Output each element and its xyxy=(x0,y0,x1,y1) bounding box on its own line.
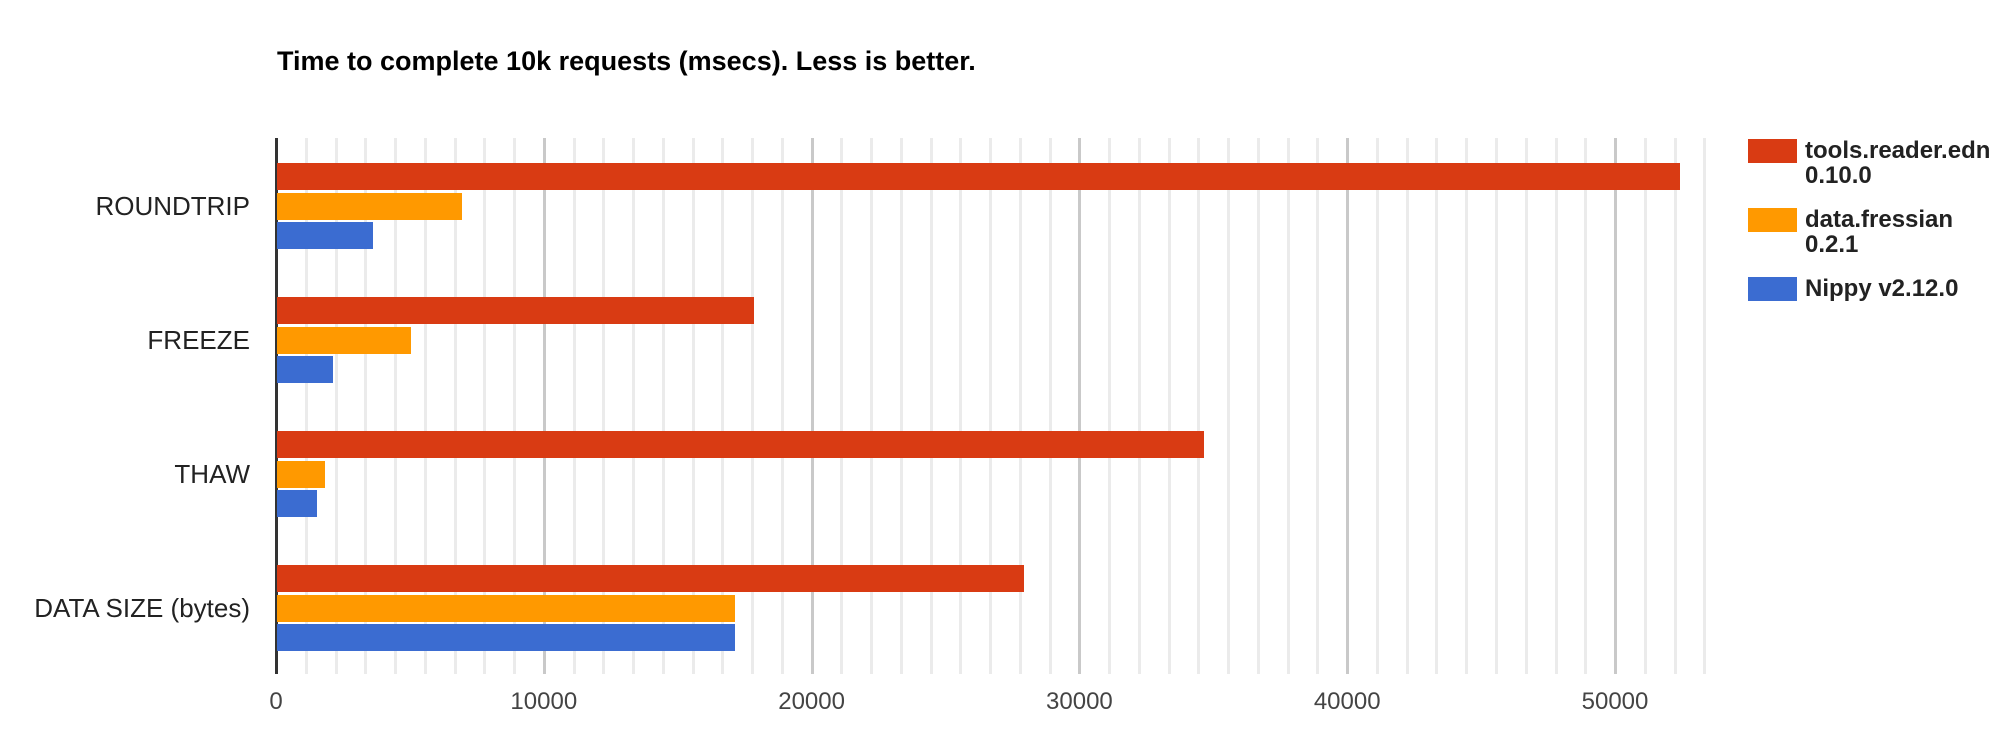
legend-item: Nippy v2.12.0 xyxy=(1748,276,1998,301)
gridline-major xyxy=(1614,138,1618,674)
gridline-minor xyxy=(661,138,665,674)
plot-area xyxy=(275,138,1707,674)
category-label: ROUNDTRIP xyxy=(95,190,250,221)
gridline-minor xyxy=(691,138,695,674)
x-tick-label: 0 xyxy=(269,688,283,715)
gridline-minor xyxy=(899,138,903,674)
gridline-minor xyxy=(1108,138,1112,674)
gridline-minor xyxy=(572,138,576,674)
gridline-minor xyxy=(602,138,606,674)
legend-swatch xyxy=(1748,277,1797,301)
gridline-major xyxy=(810,138,814,674)
bar-blue-2[interactable] xyxy=(277,356,334,383)
gridline-minor xyxy=(1256,138,1260,674)
gridline-minor xyxy=(483,138,487,674)
gridline-minor xyxy=(1316,138,1320,674)
gridline-minor xyxy=(870,138,874,674)
bar-red-4[interactable] xyxy=(277,565,1025,592)
bar-blue-1[interactable] xyxy=(277,222,374,249)
gridline-minor xyxy=(1465,138,1469,674)
bar-orange-2[interactable] xyxy=(277,326,411,354)
category-label: FREEZE xyxy=(147,324,250,355)
legend-label: Nippy v2.12.0 xyxy=(1805,275,1959,302)
legend-label: data.fressian 0.2.1 xyxy=(1805,206,1954,258)
gridline-minor xyxy=(1227,138,1231,674)
gridline-minor xyxy=(959,138,963,674)
y-axis-line xyxy=(275,138,278,674)
gridline-minor xyxy=(1137,138,1141,674)
gridline-minor xyxy=(1286,138,1290,674)
gridline-minor xyxy=(989,138,993,674)
x-tick-label: 20000 xyxy=(778,688,845,715)
gridline-minor xyxy=(1673,138,1677,674)
legend-item: data.fressian 0.2.1 xyxy=(1748,207,1998,257)
bar-red-1[interactable] xyxy=(277,163,1681,190)
bar-orange-3[interactable] xyxy=(277,460,326,488)
gridline-minor xyxy=(1375,138,1379,674)
gridline-minor xyxy=(1048,138,1052,674)
bar-blue-4[interactable] xyxy=(277,624,735,651)
gridline-minor xyxy=(1643,138,1647,674)
gridline-major xyxy=(542,138,546,674)
bar-blue-3[interactable] xyxy=(277,490,318,517)
gridline-minor xyxy=(1584,138,1588,674)
x-tick-label: 50000 xyxy=(1581,688,1649,715)
legend-swatch xyxy=(1748,139,1797,163)
gridline-minor xyxy=(364,138,368,674)
gridline-minor xyxy=(513,138,517,674)
gridline-major xyxy=(1078,138,1082,674)
gridline-minor xyxy=(1167,138,1171,674)
gridline-minor xyxy=(721,138,725,674)
gridline-minor xyxy=(929,138,933,674)
bar-orange-1[interactable] xyxy=(277,192,462,220)
gridline-minor xyxy=(1405,138,1409,674)
gridline-minor xyxy=(632,138,636,674)
legend-swatch xyxy=(1748,208,1797,232)
category-label: THAW xyxy=(174,458,250,489)
gridline-minor xyxy=(840,138,844,674)
gridline-minor xyxy=(304,138,308,674)
bar-orange-4[interactable] xyxy=(277,594,735,622)
gridline-minor xyxy=(394,138,398,674)
legend-label: tools.reader.edn 0.10.0 xyxy=(1805,137,1991,189)
gridline-minor xyxy=(1435,138,1439,674)
gridline-minor xyxy=(1554,138,1558,674)
gridline-minor xyxy=(751,138,755,674)
gridline-minor xyxy=(1197,138,1201,674)
category-label: DATA SIZE (bytes) xyxy=(34,592,250,623)
gridline-minor xyxy=(1703,138,1707,674)
chart-title: Time to complete 10k requests (msecs). L… xyxy=(277,46,976,76)
gridline-minor xyxy=(1524,138,1528,674)
x-tick-label: 10000 xyxy=(510,688,578,715)
gridline-minor xyxy=(453,138,457,674)
legend: tools.reader.edn 0.10.0 data.fressian 0.2.1… xyxy=(1748,138,1998,320)
gridline-minor xyxy=(1494,138,1498,674)
bar-red-2[interactable] xyxy=(277,297,754,324)
gridline-minor xyxy=(423,138,427,674)
gridline-minor xyxy=(1018,138,1022,674)
gridline-minor xyxy=(334,138,338,674)
legend-item: tools.reader.edn 0.10.0 xyxy=(1748,138,1998,188)
gridline-major xyxy=(1346,138,1350,674)
x-tick-label: 40000 xyxy=(1313,688,1381,715)
bar-red-3[interactable] xyxy=(277,431,1204,458)
x-tick-label: 30000 xyxy=(1046,688,1113,715)
gridline-minor xyxy=(780,138,784,674)
